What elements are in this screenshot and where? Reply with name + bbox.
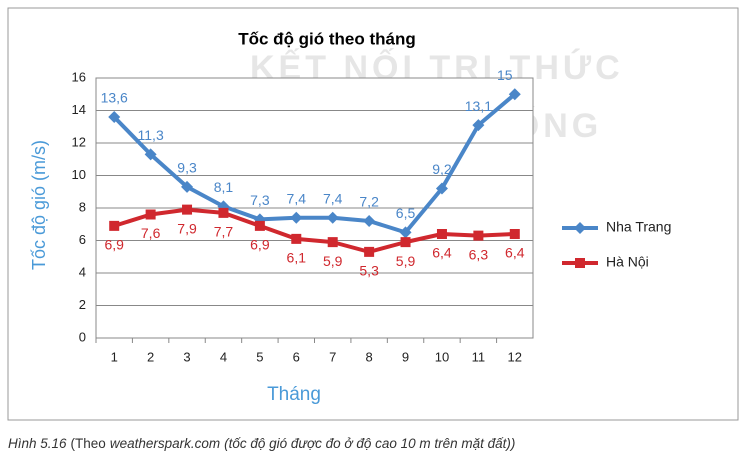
caption: Hình 5.16 (Theo weatherspark.com (tốc độ gi… — [8, 436, 515, 451]
x-tick-label: 12 — [508, 349, 522, 364]
y-tick-label: 10 — [72, 167, 86, 182]
data-label: 6,3 — [469, 246, 489, 262]
data-label: 9,2 — [432, 161, 452, 177]
x-tick-label: 1 — [111, 349, 118, 364]
caption-part: (Theo — [71, 436, 106, 451]
data-label: 7,2 — [359, 194, 379, 210]
data-label: 7,4 — [323, 190, 343, 206]
marker — [326, 211, 339, 224]
marker — [108, 111, 121, 123]
marker — [363, 215, 376, 227]
marker — [254, 220, 265, 231]
marker — [472, 119, 485, 132]
data-label: 13,6 — [101, 90, 128, 106]
caption-part: Hình 5.16 — [8, 436, 67, 451]
data-label: 6,1 — [287, 250, 307, 266]
data-label: 6,9 — [250, 237, 270, 253]
marker — [575, 258, 585, 268]
y-tick-label: 0 — [79, 329, 86, 344]
series-line — [112, 92, 517, 235]
data-label: 8,1 — [214, 179, 234, 195]
x-tick-label: 11 — [472, 349, 486, 364]
caption-part: (tốc độ gió được đo ở độ cao 10 m trên m… — [224, 436, 515, 451]
marker — [400, 237, 411, 248]
data-label: 13,1 — [465, 98, 492, 114]
y-tick-label: 6 — [79, 232, 86, 247]
data-label: 6,4 — [432, 245, 452, 261]
marker — [109, 220, 120, 231]
chart-title: Tốc độ gió theo tháng — [238, 29, 416, 48]
marker — [218, 207, 229, 218]
data-label: 9,3 — [177, 160, 197, 176]
x-tick-label: 6 — [293, 349, 300, 364]
data-label: 7,4 — [287, 190, 307, 206]
marker — [508, 88, 521, 101]
y-tick-label: 12 — [72, 134, 86, 149]
data-label: 6,4 — [505, 245, 525, 261]
x-tick-label: 5 — [256, 349, 263, 364]
data-label: 5,3 — [359, 263, 379, 279]
y-tick-label: 4 — [79, 264, 86, 279]
x-tick-label: 10 — [435, 349, 449, 364]
marker — [291, 233, 302, 244]
x-tick-label: 3 — [183, 349, 190, 364]
legend-label: Hà Nội — [606, 254, 649, 270]
x-tick-label: 2 — [147, 349, 154, 364]
data-label: 6,9 — [104, 237, 124, 253]
data-label: 15 — [497, 67, 513, 83]
x-tick-label: 8 — [366, 349, 373, 364]
x-tick-label: 4 — [220, 349, 227, 364]
marker — [399, 226, 412, 239]
data-label: 7,3 — [250, 192, 270, 208]
x-tick-label: 7 — [329, 349, 336, 364]
caption-part: weatherspark.com — [110, 436, 220, 451]
marker — [364, 246, 375, 257]
marker — [435, 182, 448, 195]
marker — [290, 211, 303, 224]
data-label: 7,9 — [177, 220, 197, 236]
data-label: 5,9 — [396, 253, 416, 269]
x-axis-label: Tháng — [267, 384, 321, 405]
data-label: 6,5 — [396, 205, 416, 221]
marker — [436, 229, 447, 239]
marker — [145, 209, 156, 220]
marker — [574, 222, 586, 234]
marker — [181, 180, 194, 193]
marker — [509, 229, 520, 239]
y-tick-label: 16 — [72, 69, 86, 84]
data-label: 11,3 — [138, 127, 164, 143]
data-label: 5,9 — [323, 253, 343, 269]
y-tick-label: 8 — [79, 199, 86, 214]
series-line — [113, 207, 515, 254]
marker — [144, 148, 157, 161]
x-tick-label: 9 — [402, 349, 409, 364]
y-tick-label: 14 — [72, 102, 86, 117]
y-axis-label: Tốc độ gió (m/s) — [29, 140, 49, 270]
marker — [182, 204, 193, 215]
marker — [327, 237, 338, 248]
y-tick-label: 2 — [79, 297, 86, 312]
data-label: 7,7 — [214, 224, 234, 240]
data-label: 7,6 — [141, 225, 161, 241]
legend-label: Nha Trang — [606, 219, 671, 235]
marker — [473, 230, 484, 241]
